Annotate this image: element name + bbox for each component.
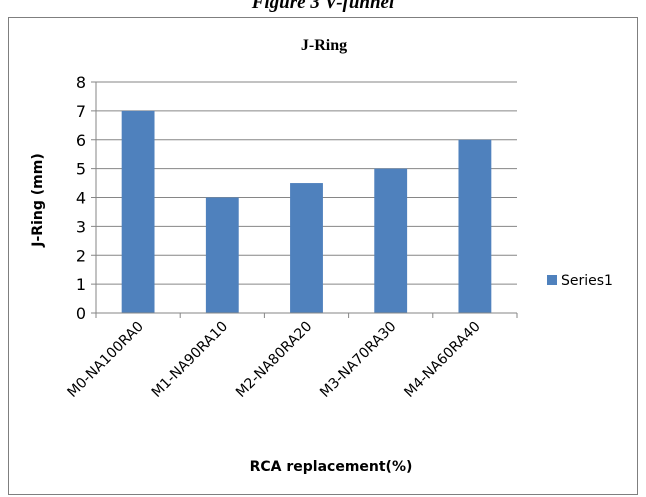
y-tick-label: 6 [76,131,86,150]
y-axis-label: J-Ring (mm) [30,153,46,247]
x-tick-label: M0-NA100RA0 [65,319,147,401]
legend: Series1 [547,273,613,289]
figure-caption: Figure 3 V-funnel [251,0,395,13]
y-tick-label: 3 [76,217,86,236]
x-tick-label: M4-NA60RA40 [401,319,483,401]
legend-swatch-series1 [547,275,557,285]
axes [91,81,518,318]
bar-m4-na60ra40 [458,139,492,313]
x-axis-label: RCA replacement(%) [250,459,413,475]
chart-title: J-Ring [301,37,347,54]
chart-frame [8,17,638,495]
bars [121,110,492,313]
y-tick-label: 7 [76,102,86,121]
y-tick-label: 8 [76,73,86,92]
bar-m2-na80ra20 [290,183,323,313]
bar-m3-na70ra30 [374,168,408,313]
legend-label-series1: Series1 [561,273,613,289]
x-tick-label: M1-NA90RA10 [149,319,231,401]
y-tick-label: 4 [76,189,86,208]
bar-m1-na90ra10 [205,197,239,313]
x-tick-label: M3-NA70RA30 [317,319,399,401]
y-tick-label: 0 [76,304,86,323]
y-tick-label: 1 [76,275,86,294]
y-tick-label: 5 [76,160,86,179]
x-tick-label: M2-NA80RA20 [233,319,315,401]
y-tick-label: 2 [76,246,86,265]
bar-m0-na100ra0 [121,110,155,313]
